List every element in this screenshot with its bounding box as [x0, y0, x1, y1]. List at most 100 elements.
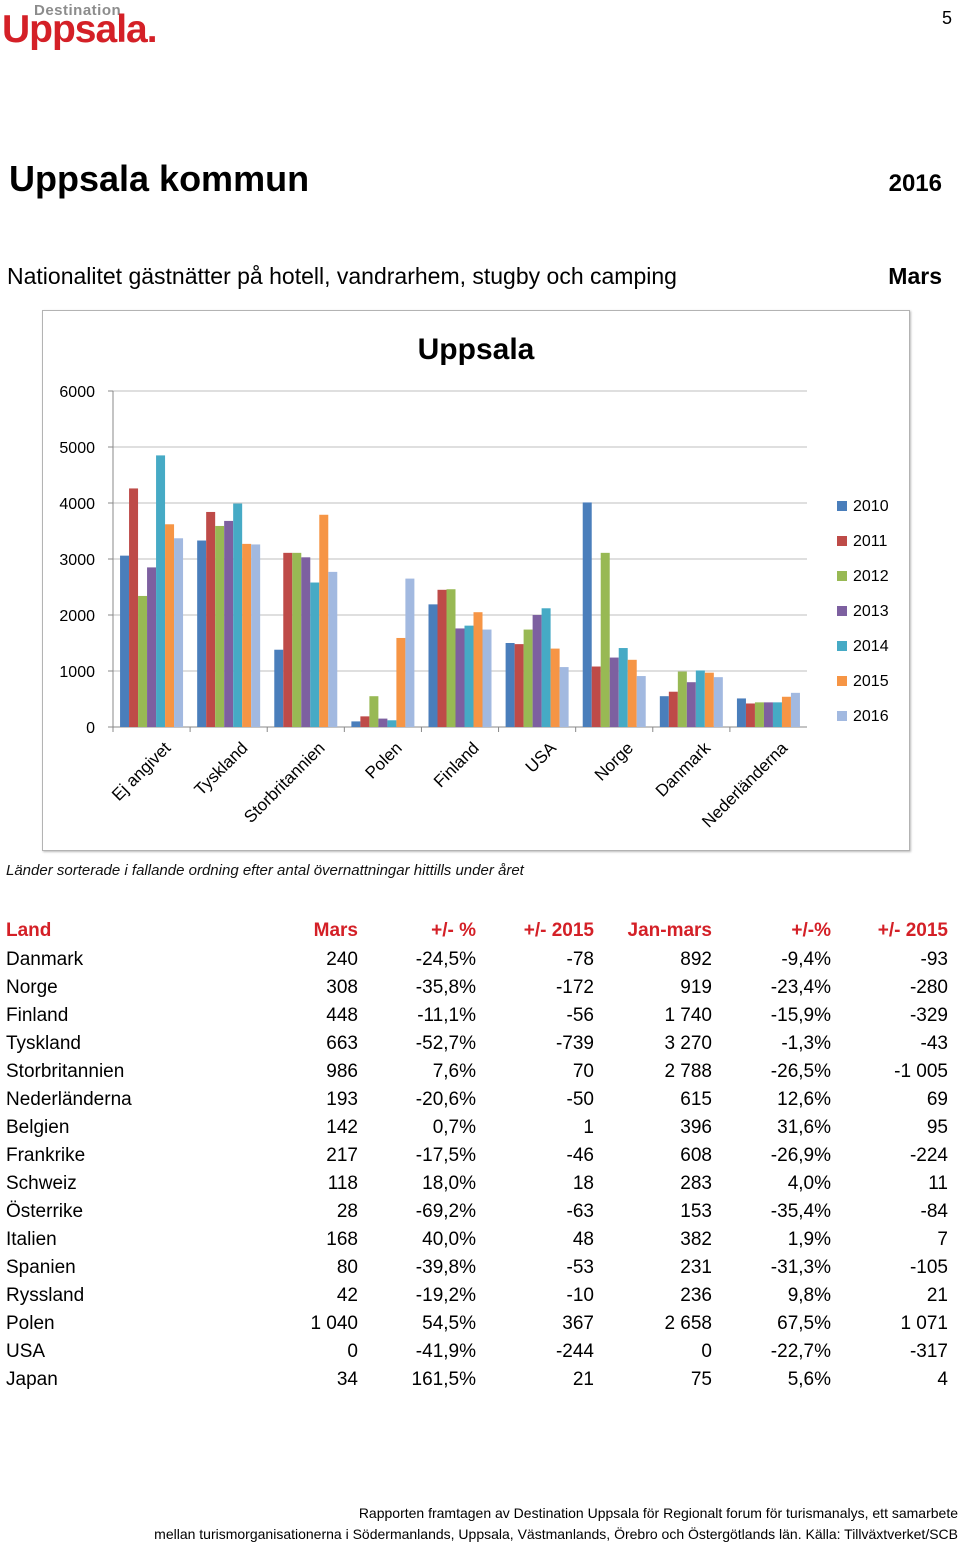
bar-2010-3 [351, 721, 361, 727]
table-row: USA 0 -41,9% -244 0 -22,7% -317 [0, 1338, 948, 1366]
bar-2012-1 [215, 525, 225, 727]
value-cell: 18,0% [422, 1173, 476, 1194]
category-label: Storbritannien [240, 738, 328, 826]
table-row: Finland 448 -11,1% -56 1 740 -15,9% -329 [0, 1002, 948, 1030]
value-cell: -105 [909, 1257, 948, 1278]
table-row: Danmark 240 -24,5% -78 892 -9,4% -93 [0, 946, 948, 974]
header-land: Land [6, 920, 52, 941]
value-cell: 3 270 [664, 1033, 712, 1054]
value-cell: -93 [920, 949, 948, 970]
bar-2013-4 [455, 628, 465, 727]
y-tick-label: 6000 [59, 384, 95, 401]
value-cell: 42 [336, 1285, 358, 1306]
value-cell: -9,4% [781, 949, 831, 970]
bar-2013-0 [147, 567, 157, 727]
header-mars: Mars [313, 920, 358, 941]
value-cell: 2 788 [664, 1061, 712, 1082]
value-cell: 161,5% [411, 1369, 476, 1390]
bar-2015-6 [627, 659, 637, 727]
value-cell: 28 [336, 1201, 358, 1222]
value-cell: -23,4% [770, 977, 831, 998]
header-change-2015: +/- 2015 [523, 920, 594, 941]
table-row: Storbritannien 986 7,6% 70 2 788 -26,5% -1 005 [0, 1058, 948, 1086]
legend-label: 2010 [853, 498, 889, 515]
bar-2011-7 [668, 691, 678, 727]
value-cell: 75 [690, 1369, 712, 1390]
bar-2016-2 [328, 571, 338, 727]
value-cell: 11 [928, 1173, 948, 1194]
legend-swatch-2013 [837, 606, 847, 616]
bar-2012-4 [446, 589, 456, 727]
category-label: Ej angivet [108, 738, 174, 804]
bar-2012-7 [677, 671, 687, 727]
value-cell: 34 [336, 1369, 358, 1390]
bar-2015-3 [396, 637, 406, 727]
value-cell: -172 [555, 977, 594, 998]
value-cell: -17,5% [415, 1145, 476, 1166]
table-row: Tyskland 663 -52,7% -739 3 270 -1,3% -43 [0, 1030, 948, 1058]
value-cell: 396 [680, 1117, 712, 1138]
bar-2011-1 [206, 511, 216, 727]
value-cell: 382 [680, 1229, 712, 1250]
bar-2010-4 [428, 604, 438, 727]
logo-big-text: Uppsala. [2, 8, 158, 51]
y-tick-label: 5000 [59, 440, 95, 457]
value-cell: 12,6% [777, 1089, 831, 1110]
value-cell: 54,5% [422, 1313, 476, 1334]
bar-2014-0 [156, 455, 166, 727]
bar-2015-4 [473, 612, 483, 727]
category-label: Polen [362, 738, 406, 782]
value-cell: 21 [926, 1285, 948, 1306]
value-cell: 2 658 [664, 1313, 712, 1334]
country-cell: Japan [6, 1369, 58, 1390]
value-cell: 18 [572, 1173, 594, 1194]
bar-2011-8 [745, 703, 755, 727]
country-cell: Ryssland [6, 1285, 85, 1306]
bar-2015-7 [704, 672, 714, 727]
country-cell: USA [6, 1341, 46, 1362]
value-cell: -31,3% [770, 1257, 831, 1278]
value-cell: -78 [566, 949, 594, 970]
bar-2016-4 [482, 629, 492, 727]
value-cell: -35,8% [415, 977, 476, 998]
page-title: Uppsala kommun [9, 158, 310, 199]
value-cell: -56 [566, 1005, 594, 1026]
value-cell: 0 [701, 1341, 712, 1362]
bar-2012-8 [754, 702, 764, 727]
footer-line-1: Rapporten framtagen av Destination Uppsa… [358, 1505, 958, 1521]
value-cell: 1 740 [664, 1005, 712, 1026]
bar-2013-7 [686, 682, 696, 727]
header-ytd-change-pct: +/-% [791, 920, 831, 941]
value-cell: 892 [680, 949, 712, 970]
table-row: Italien 168 40,0% 48 382 1,9% 7 [0, 1226, 948, 1254]
value-cell: -15,9% [770, 1005, 831, 1026]
legend-label: 2016 [853, 708, 889, 725]
value-cell: -317 [909, 1341, 948, 1362]
bar-2014-1 [233, 503, 243, 727]
category-label: Finland [430, 738, 483, 791]
country-cell: Österrike [6, 1201, 84, 1222]
value-cell: 118 [327, 1173, 358, 1194]
chart-note: Länder sorterade i fallande ordning efte… [6, 862, 524, 879]
table-row: Belgien 142 0,7% 1 396 31,6% 95 [0, 1114, 948, 1142]
bar-2014-8 [772, 702, 782, 727]
bar-2016-3 [405, 578, 415, 727]
table-row: Polen 1 040 54,5% 367 2 658 67,5% 1 071 [0, 1310, 948, 1338]
legend-label: 2012 [853, 568, 889, 585]
value-cell: -50 [566, 1089, 594, 1110]
bar-2015-8 [781, 696, 791, 727]
value-cell: -1 005 [894, 1061, 948, 1082]
value-cell: 70 [572, 1061, 594, 1082]
table-header-row: Land Mars +/- % +/- 2015 Jan-mars +/-% +… [0, 916, 948, 946]
country-cell: Frankrike [6, 1145, 86, 1166]
bar-2011-2 [283, 552, 293, 727]
legend-swatch-2010 [837, 501, 847, 511]
value-cell: 0,7% [432, 1117, 476, 1138]
value-cell: 67,5% [777, 1313, 831, 1334]
value-cell: 240 [326, 949, 358, 970]
country-cell: Spanien [6, 1257, 76, 1278]
table-row: Japan 34 161,5% 21 75 5,6% 4 [0, 1366, 948, 1394]
value-cell: 919 [680, 977, 712, 998]
bar-2011-6 [591, 666, 601, 727]
value-cell: 283 [680, 1173, 712, 1194]
